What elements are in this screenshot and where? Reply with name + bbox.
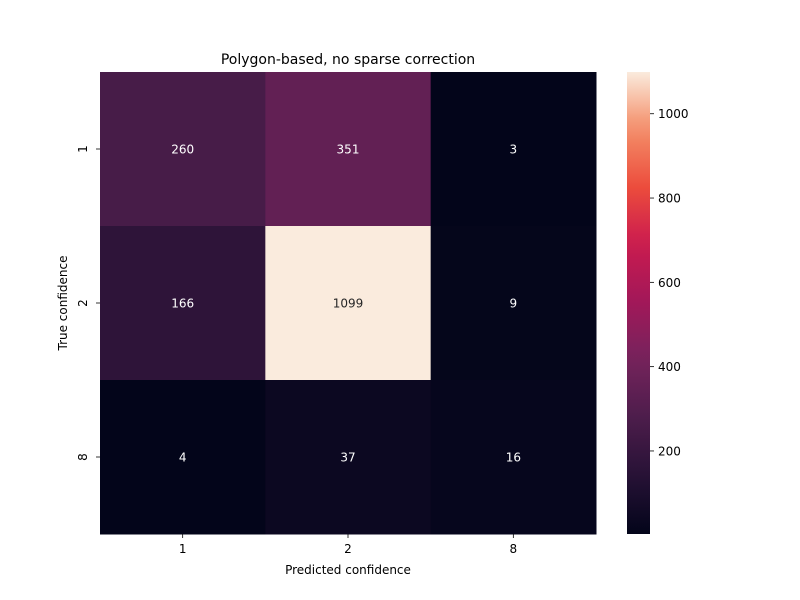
heatmap-cell bbox=[100, 226, 266, 381]
colorbar-tick-label: 400 bbox=[658, 360, 681, 374]
y-axis-ticks: 1 2 8 bbox=[76, 145, 100, 461]
cell-value-label: 16 bbox=[506, 451, 521, 465]
colorbar-ticks: 200 400 600 800 1000 bbox=[650, 107, 689, 458]
x-axis-label: Predicted confidence bbox=[285, 563, 411, 577]
chart-title: Polygon-based, no sparse correction bbox=[221, 52, 475, 68]
heatmap-cells bbox=[100, 72, 597, 535]
cell-value-label: 351 bbox=[337, 143, 360, 157]
x-tick-label: 8 bbox=[510, 542, 518, 556]
y-axis-label: True confidence bbox=[56, 256, 70, 352]
colorbar-tick-label: 200 bbox=[658, 444, 681, 458]
heatmap-cell bbox=[265, 380, 432, 535]
heatmap-cell bbox=[100, 72, 266, 227]
y-tick-label: 1 bbox=[76, 145, 90, 153]
cell-value-label: 4 bbox=[179, 451, 187, 465]
cell-value-label: 3 bbox=[510, 143, 518, 157]
cell-value-label: 166 bbox=[171, 297, 194, 311]
heatmap-cell bbox=[100, 380, 266, 535]
y-tick-label: 8 bbox=[76, 453, 90, 461]
heatmap-cell bbox=[265, 72, 432, 227]
cell-value-label: 9 bbox=[510, 297, 518, 311]
colorbar-tick-label: 1000 bbox=[658, 107, 689, 121]
cell-value-label: 1099 bbox=[333, 297, 364, 311]
colorbar bbox=[627, 72, 650, 534]
colorbar-tick-label: 800 bbox=[658, 192, 681, 206]
colorbar-tick-label: 600 bbox=[658, 276, 681, 290]
y-tick-label: 2 bbox=[76, 299, 90, 307]
heatmap-cell bbox=[430, 226, 597, 381]
heatmap-cell bbox=[430, 380, 597, 535]
x-axis-ticks: 1 2 8 bbox=[179, 534, 517, 556]
heatmap-cell bbox=[430, 72, 597, 227]
cell-value-label: 37 bbox=[340, 451, 355, 465]
cell-value-labels: 260 351 3 166 1099 9 4 37 16 bbox=[171, 143, 521, 465]
x-tick-label: 1 bbox=[179, 542, 187, 556]
x-tick-label: 2 bbox=[344, 542, 352, 556]
cell-value-label: 260 bbox=[171, 143, 194, 157]
heatmap-cell bbox=[265, 226, 432, 381]
